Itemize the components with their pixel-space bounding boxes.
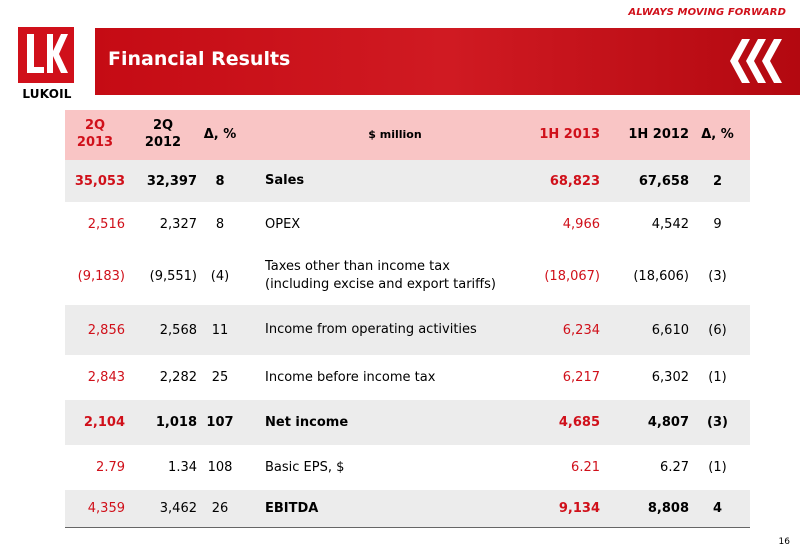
cell-delta-q: 8 — [215, 217, 225, 232]
cell-1h2012: 8,808 — [647, 501, 689, 516]
table-row-operating-income: 2,856 2,568 11 Income from operating act… — [65, 305, 750, 355]
cell-delta-q: (4) — [210, 268, 230, 284]
cell-1h2013: 6,234 — [562, 322, 600, 338]
cell-label: Income from operating activities — [265, 322, 477, 338]
cell-2q2013: 2,104 — [83, 415, 125, 430]
table-row-taxes: (9,183) (9,551) (4) Taxes other than inc… — [65, 247, 750, 305]
page-title: Financial Results — [108, 48, 291, 70]
cell-label: Sales — [265, 173, 305, 189]
cell-label: Basic EPS, $ — [265, 459, 345, 475]
col-header-2q2013: 2Q 2013 — [76, 118, 114, 150]
cell-2q2013: 2,516 — [87, 217, 125, 232]
cell-2q2013: 4,359 — [87, 501, 125, 516]
cell-label: Income before income tax — [265, 369, 436, 385]
col-header-1h2012: 1H 2012 — [628, 126, 689, 142]
cell-2q2012: 32,397 — [146, 173, 197, 189]
cell-label: OPEX — [265, 216, 301, 232]
cell-1h2013: 6.21 — [571, 460, 600, 475]
cell-1h2012: 4,542 — [651, 217, 689, 232]
cell-delta-q: 25 — [211, 370, 229, 385]
cell-delta-q: 108 — [207, 460, 233, 475]
cell-delta-h: (3) — [708, 268, 727, 284]
cell-1h2012: 6,302 — [651, 370, 689, 385]
cell-delta-h: (1) — [708, 460, 727, 475]
cell-delta-h: 9 — [713, 217, 722, 232]
cell-label: Taxes other than income tax (including e… — [265, 259, 496, 292]
cell-2q2012: 1,018 — [155, 415, 197, 430]
cell-2q2013: 2.79 — [96, 460, 125, 475]
title-banner: Financial Results — [95, 28, 800, 95]
cell-1h2012: 6,610 — [651, 322, 689, 338]
tagline: ALWAYS MOVING FORWARD — [628, 7, 786, 18]
cell-delta-q: 8 — [215, 173, 225, 189]
cell-2q2013: 35,053 — [74, 173, 125, 189]
cell-1h2012: 67,658 — [638, 173, 689, 189]
cell-delta-q: 107 — [206, 415, 234, 430]
table-row-opex: 2,516 2,327 8 OPEX 4,966 4,542 9 — [65, 202, 750, 247]
table-row-basic-eps: 2.79 1.34 108 Basic EPS, $ 6.21 6.27 (1) — [65, 445, 750, 490]
cell-delta-h: (3) — [707, 415, 728, 430]
cell-1h2012: 6.27 — [660, 460, 689, 475]
cell-2q2012: 2,568 — [159, 322, 197, 338]
cell-2q2013: 2,856 — [87, 322, 125, 338]
cell-1h2013: 6,217 — [562, 370, 600, 385]
col-header-delta-h: Δ, % — [701, 126, 734, 142]
cell-delta-h: (6) — [708, 322, 727, 338]
cell-2q2012: 1.34 — [168, 460, 197, 475]
cell-1h2013: 9,134 — [558, 501, 600, 516]
cell-2q2012: (9,551) — [149, 268, 197, 284]
cell-delta-q: 11 — [211, 322, 229, 338]
logo-text: LUKOIL — [22, 87, 72, 101]
cell-1h2013: 4,685 — [558, 415, 600, 430]
chevrons-icon — [730, 39, 782, 83]
table-bottom-rule — [65, 527, 750, 528]
cell-1h2013: 4,966 — [562, 217, 600, 232]
cell-delta-q: 26 — [211, 501, 229, 516]
col-header-1h2013: 1H 2013 — [539, 126, 600, 142]
cell-1h2013: (18,067) — [544, 268, 600, 284]
cell-1h2012: 4,807 — [647, 415, 689, 430]
table-row-ebitda: 4,359 3,462 26 EBITDA 9,134 8,808 4 — [65, 490, 750, 527]
table-row-net-income: 2,104 1,018 107 Net income 4,685 4,807 (… — [65, 400, 750, 445]
col-header-delta-q: Δ, % — [203, 126, 237, 142]
page-number: 16 — [778, 537, 790, 547]
table-row-sales: 35,053 32,397 8 Sales 68,823 67,658 2 — [65, 160, 750, 202]
table-header-row: 2Q 2013 2Q 2012 Δ, % $ million 1H 2013 1… — [65, 110, 750, 160]
cell-2q2012: 2,327 — [159, 217, 197, 232]
lukoil-logo: LUKOIL — [14, 27, 84, 102]
cell-1h2013: 68,823 — [549, 173, 600, 189]
cell-label: Net income — [265, 414, 349, 430]
col-header-units: $ million — [368, 127, 422, 141]
cell-delta-h: 2 — [712, 173, 723, 189]
cell-label: EBITDA — [265, 500, 319, 516]
cell-2q2013: 2,843 — [87, 370, 125, 385]
cell-delta-h: (1) — [708, 370, 727, 385]
cell-2q2013: (9,183) — [77, 268, 125, 284]
cell-delta-h: 4 — [712, 501, 723, 516]
col-header-2q2012: 2Q 2012 — [144, 118, 182, 150]
cell-2q2012: 2,282 — [159, 370, 197, 385]
table-row-income-before-tax: 2,843 2,282 25 Income before income tax … — [65, 355, 750, 400]
cell-2q2012: 3,462 — [159, 501, 197, 516]
logo-mark — [18, 27, 74, 83]
cell-1h2012: (18,606) — [633, 268, 689, 284]
